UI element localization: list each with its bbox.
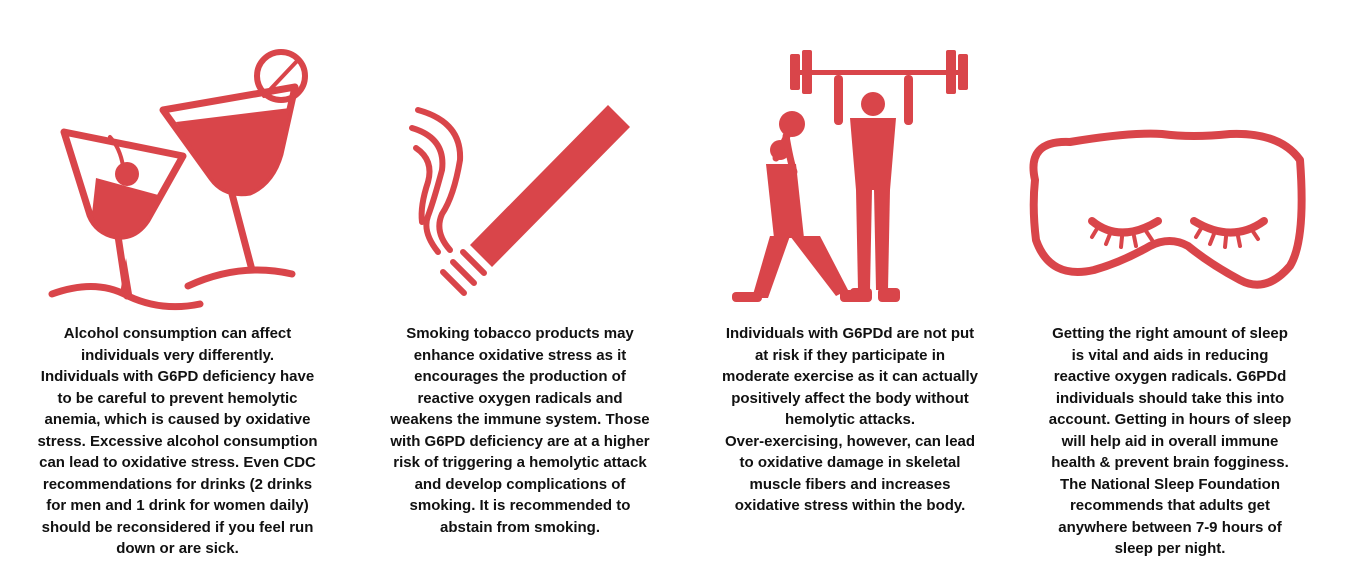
caption-line: reactive oxygen radicals and [417,389,623,407]
caption-line: Individuals with G6PD deficiency have [40,368,315,385]
caption-line: with G6PD deficiency are at a higher [390,432,650,450]
caption-line: positively affect the body without [731,389,969,407]
sleep-mask-icon [1029,129,1306,289]
sleep-panel: Getting the right amount of sleep is vit… [1010,0,1350,565]
caption-line: sleep per night. [1114,540,1226,557]
alcohol-description: Alcohol consumption can affect individua… [25,323,330,560]
caption-line: Getting the right amount of sleep [1052,325,1288,342]
caption-line: anywhere between 7-9 hours of [1058,518,1282,536]
caption-line: encourages the production of [414,368,626,385]
caption-line: Alcohol consumption can affect [63,325,292,342]
caption-line: individuals very differently. [80,346,275,364]
cigarette-icon [409,105,630,296]
caption-line: can lead to oxidative stress. Even CDC [39,454,316,471]
caption-line: and develop complications of [414,475,626,493]
alcohol-panel: Alcohol consumption can affect individua… [0,0,350,565]
caption-line: abstain from smoking. [439,518,601,536]
caption-line: to be careful to prevent hemolytic [57,389,298,407]
smoking-description: Smoking tobacco products may enhance oxi… [365,323,675,538]
caption-line: account. Getting in hours of sleep [1048,411,1292,428]
caption-line: will help aid in overall immune [1061,432,1279,450]
caption-line: Individuals with G6PDd are not put [725,325,975,342]
caption-line: is vital and aids in reducing [1071,346,1269,364]
weightlifting-people-icon [732,50,968,302]
caption-line: oxidative stress within the body. [734,497,966,514]
caption-line: Smoking tobacco products may [406,325,634,342]
exercise-panel: Individuals with G6PDd are not put at ri… [690,0,1010,565]
caption-line: down or are sick. [116,540,239,557]
caption-line: moderate exercise as it can actually [722,368,978,385]
caption-line: individuals should take this into [1055,389,1285,407]
caption-line: health & prevent brain fogginess. [1051,454,1289,471]
caption-line: recommendations for drinks (2 drinks [42,475,313,493]
caption-line: stress. Excessive alcohol consumption [37,432,318,450]
caption-line: risk of triggering a hemolytic attack [393,454,647,471]
caption-line: anemia, which is caused by oxidative [44,411,311,428]
sleep-description: Getting the right amount of sleep is vit… [1015,323,1325,560]
caption-line: Over-exercising, however, can lead [724,432,976,450]
caption-line: should be reconsidered if you feel run [41,518,314,536]
caption-line: The National Sleep Foundation [1059,475,1280,493]
exercise-description: Individuals with G6PDd are not put at ri… [695,323,1005,517]
caption-line: recommends that adults get [1069,497,1271,514]
caption-line: to oxidative damage in skeletal [739,454,961,471]
caption-line: muscle fibers and increases [749,475,951,493]
caption-line: at risk if they participate in [754,346,946,364]
cocktail-glasses-icon [48,49,308,311]
smoking-panel: Smoking tobacco products may enhance oxi… [350,0,690,565]
caption-line: enhance oxidative stress as it [413,346,627,364]
caption-line: hemolytic attacks. [784,411,916,428]
caption-line: smoking. It is recommended to [409,497,631,514]
caption-line: for men and 1 drink for women daily) [46,497,309,514]
caption-line: reactive oxygen radicals. G6PDd [1053,368,1287,385]
caption-line: weakens the immune system. Those [390,411,650,428]
